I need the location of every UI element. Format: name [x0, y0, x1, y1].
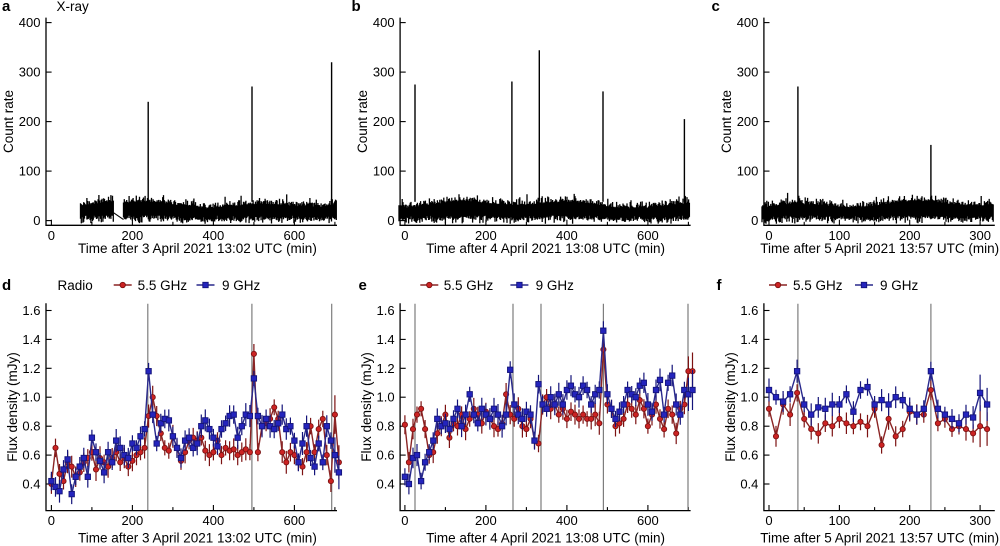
svg-text:200: 200: [475, 513, 497, 528]
svg-text:0: 0: [765, 228, 772, 243]
svg-text:1.4: 1.4: [740, 332, 758, 347]
svg-text:100: 100: [829, 513, 851, 528]
svg-text:d: d: [2, 277, 11, 294]
svg-text:1.4: 1.4: [22, 332, 40, 347]
svg-text:200: 200: [373, 114, 395, 129]
svg-text:Radio: Radio: [58, 278, 93, 293]
svg-text:9 GHz: 9 GHz: [222, 278, 261, 293]
svg-text:1.6: 1.6: [740, 303, 758, 318]
svg-text:600: 600: [284, 513, 306, 528]
svg-text:0: 0: [48, 228, 55, 243]
svg-text:1.0: 1.0: [740, 390, 758, 405]
svg-text:Count rate: Count rate: [719, 90, 734, 153]
svg-text:200: 200: [19, 114, 41, 129]
svg-text:1.0: 1.0: [22, 390, 40, 405]
svg-text:0.6: 0.6: [377, 448, 395, 463]
svg-text:600: 600: [284, 228, 306, 243]
svg-text:200: 200: [899, 228, 921, 243]
svg-text:Time after 5 April 2021 13:57: Time after 5 April 2021 13:57 UTC (min): [760, 531, 999, 546]
svg-text:100: 100: [19, 164, 41, 179]
svg-text:Time after 4 April 2021 13:08: Time after 4 April 2021 13:08 UTC (min): [426, 531, 665, 546]
svg-text:a: a: [2, 0, 11, 15]
svg-text:0: 0: [33, 213, 40, 228]
svg-text:1.0: 1.0: [377, 390, 395, 405]
svg-text:300: 300: [969, 228, 991, 243]
svg-text:400: 400: [203, 228, 225, 243]
svg-text:0.4: 0.4: [377, 477, 395, 492]
svg-text:1.6: 1.6: [377, 303, 395, 318]
svg-text:1.6: 1.6: [22, 303, 40, 318]
svg-text:400: 400: [737, 15, 759, 30]
svg-text:300: 300: [373, 65, 395, 80]
svg-text:600: 600: [637, 228, 659, 243]
svg-text:0: 0: [387, 213, 394, 228]
svg-text:1.2: 1.2: [740, 361, 758, 376]
svg-text:100: 100: [829, 228, 851, 243]
svg-text:5.5 GHz: 5.5 GHz: [444, 278, 494, 293]
svg-text:400: 400: [203, 513, 225, 528]
svg-text:Count rate: Count rate: [1, 90, 16, 153]
svg-text:X-ray: X-ray: [57, 0, 90, 14]
svg-text:0: 0: [48, 513, 55, 528]
svg-text:300: 300: [969, 513, 991, 528]
svg-text:0.6: 0.6: [22, 448, 40, 463]
svg-text:1.2: 1.2: [22, 361, 40, 376]
svg-text:Time after 4 April 2021 13:08: Time after 4 April 2021 13:08 UTC (min): [426, 241, 665, 256]
svg-text:0.8: 0.8: [377, 419, 395, 434]
svg-text:0.8: 0.8: [740, 419, 758, 434]
svg-text:0.4: 0.4: [22, 477, 40, 492]
svg-text:1.4: 1.4: [377, 332, 395, 347]
svg-text:Count rate: Count rate: [355, 90, 370, 153]
svg-text:Flux density (mJy): Flux density (mJy): [723, 352, 738, 462]
svg-text:400: 400: [373, 15, 395, 30]
svg-text:400: 400: [19, 15, 41, 30]
svg-text:5.5 GHz: 5.5 GHz: [138, 278, 188, 293]
svg-text:1.2: 1.2: [377, 361, 395, 376]
svg-text:0: 0: [765, 513, 772, 528]
svg-text:0.8: 0.8: [22, 419, 40, 434]
svg-text:400: 400: [556, 513, 578, 528]
svg-text:0.6: 0.6: [740, 448, 758, 463]
svg-text:Time after 5 April 2021 13:57: Time after 5 April 2021 13:57 UTC (min): [760, 241, 999, 256]
svg-text:400: 400: [556, 228, 578, 243]
svg-text:Flux density (mJy): Flux density (mJy): [5, 352, 20, 462]
svg-text:b: b: [352, 0, 361, 15]
svg-text:5.5 GHz: 5.5 GHz: [793, 278, 843, 293]
svg-text:0: 0: [751, 213, 758, 228]
svg-text:Time after 3 April 2021 13:02: Time after 3 April 2021 13:02 UTC (min): [78, 241, 317, 256]
svg-text:0: 0: [401, 228, 408, 243]
svg-text:e: e: [359, 277, 367, 294]
svg-text:9 GHz: 9 GHz: [536, 278, 575, 293]
svg-text:Flux density (mJy): Flux density (mJy): [359, 352, 374, 462]
svg-text:0: 0: [401, 513, 408, 528]
svg-text:200: 200: [122, 228, 144, 243]
svg-text:600: 600: [637, 513, 659, 528]
svg-text:200: 200: [475, 228, 497, 243]
svg-text:200: 200: [122, 513, 144, 528]
svg-text:200: 200: [899, 513, 921, 528]
svg-text:0.4: 0.4: [740, 477, 758, 492]
svg-text:Time after 3 April 2021 13:02: Time after 3 April 2021 13:02 UTC (min): [78, 531, 317, 546]
svg-text:200: 200: [737, 114, 759, 129]
svg-text:300: 300: [19, 65, 41, 80]
svg-text:c: c: [712, 0, 720, 15]
svg-text:100: 100: [737, 164, 759, 179]
svg-text:300: 300: [737, 65, 759, 80]
svg-text:100: 100: [373, 164, 395, 179]
svg-text:9 GHz: 9 GHz: [880, 278, 919, 293]
svg-text:f: f: [717, 277, 723, 294]
